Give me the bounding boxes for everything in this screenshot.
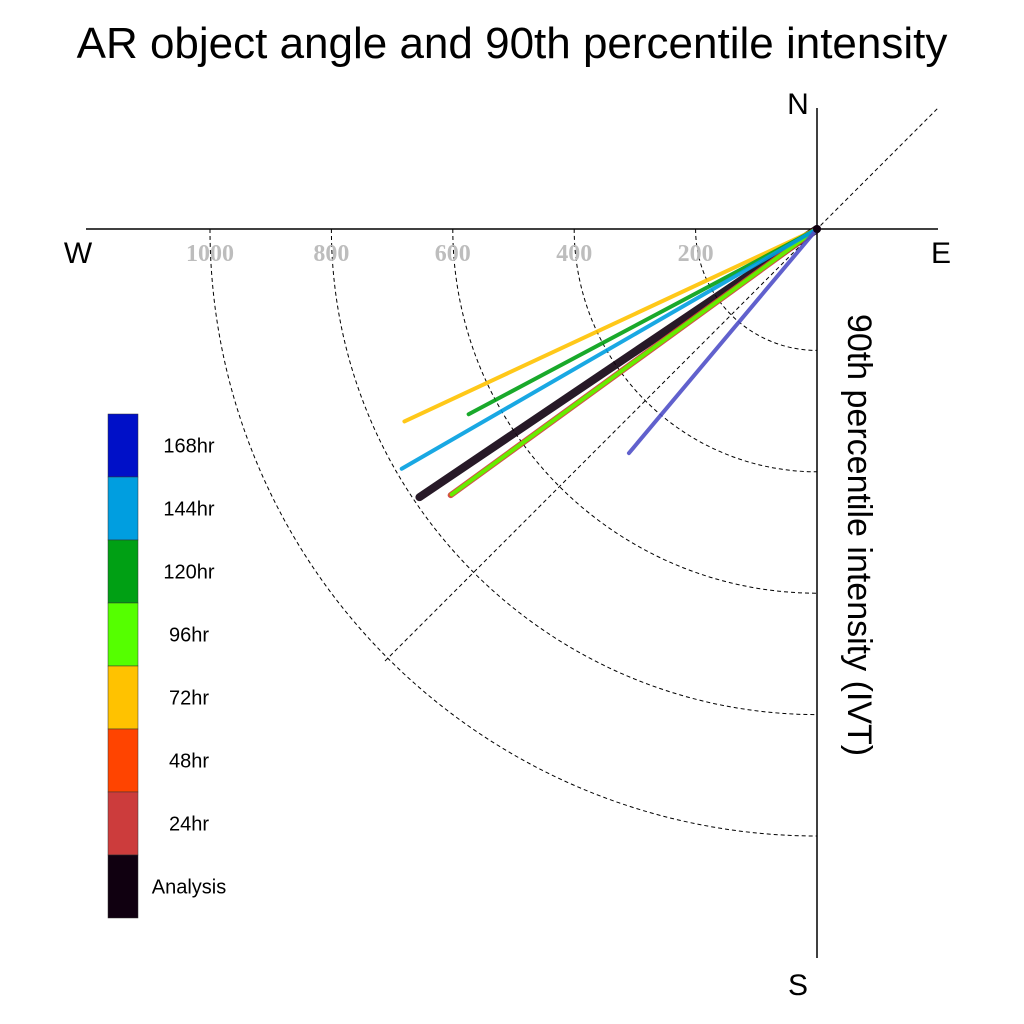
legend-swatch-168hr [107, 413, 139, 478]
vector-series [399, 225, 821, 502]
radial-tick-label: 1000 [186, 241, 234, 267]
east-label: E [931, 237, 951, 270]
diagonal-guide-line [383, 108, 938, 663]
legend: 168hr 144hr 120hr 96hr 72hr 48hr 24hr Analysis [107, 413, 226, 919]
legend-label: 168hr [163, 436, 214, 458]
south-label: S [788, 969, 808, 1002]
range-arc-600 [452, 228, 818, 594]
radial-tick-label: 200 [678, 241, 714, 267]
legend-swatch-48hr [107, 728, 139, 793]
legend-label: 24hr [169, 814, 209, 836]
vector-120hr [466, 227, 819, 417]
vector-168hr [626, 227, 819, 456]
range-arc-800 [330, 228, 818, 716]
y-axis-label: 90th percentile intensity (IVT) [840, 314, 878, 756]
legend-swatch-96hr [107, 602, 139, 667]
legend-swatch-analysis [107, 854, 139, 919]
vector-144hr [399, 227, 819, 471]
polar-grid [209, 108, 938, 837]
legend-label: 96hr [169, 625, 209, 647]
radial-tick-label: 400 [556, 241, 592, 267]
vector-96hr [449, 227, 819, 497]
legend-label: 120hr [163, 562, 214, 584]
legend-label: 48hr [169, 751, 209, 773]
legend-label: 72hr [169, 688, 209, 710]
north-label: N [787, 88, 809, 121]
range-arc-1000 [209, 228, 818, 837]
radial-tick-label: 800 [313, 241, 349, 267]
vector-72hr [402, 227, 819, 424]
legend-swatch-144hr [107, 476, 139, 541]
compass-axes: N S E W [64, 88, 951, 1002]
origin-point [813, 225, 821, 233]
legend-swatch-72hr [107, 665, 139, 730]
west-label: W [64, 237, 93, 270]
range-arc-400 [573, 228, 818, 473]
range-arc-200 [695, 228, 818, 351]
legend-label: Analysis [152, 877, 226, 899]
radial-tick-label: 600 [435, 241, 471, 267]
legend-swatch-120hr [107, 539, 139, 604]
chart-title: AR object angle and 90th percentile inte… [77, 19, 948, 68]
legend-swatch-24hr [107, 791, 139, 856]
radial-tick-labels: 200 400 600 800 1000 [186, 241, 714, 267]
legend-label: 144hr [163, 499, 214, 521]
